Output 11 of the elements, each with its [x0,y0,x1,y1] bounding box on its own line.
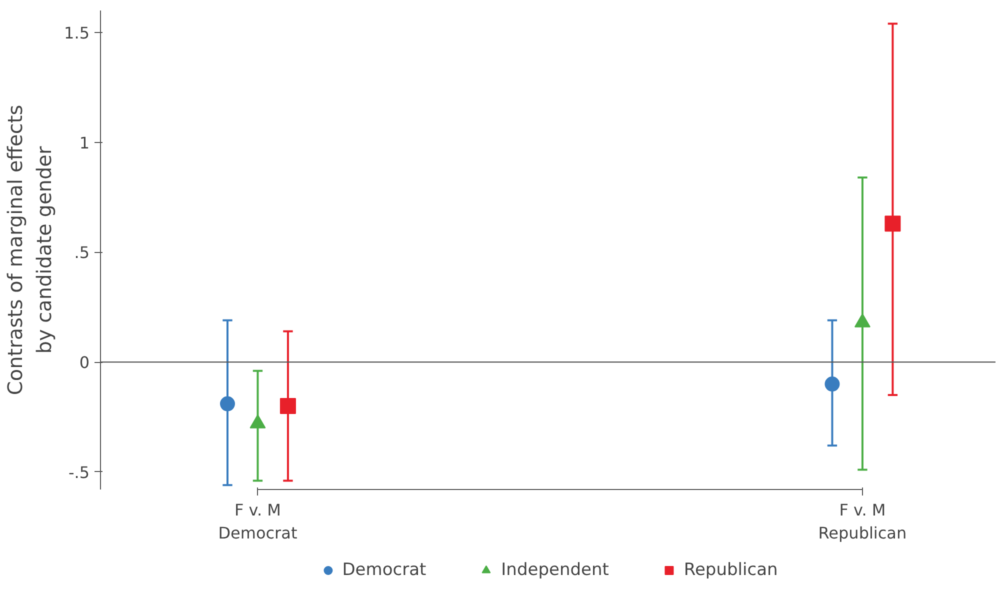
y-tick-label: -.5 [68,462,90,482]
y-axis-title: Contrasts of marginal effects by candidate gender [3,104,56,396]
legend-label: Republican [684,560,778,580]
y-tick-label: 0 [79,353,90,372]
legend-label: Independent [501,560,609,580]
x-tick-label: F v. M Republican [818,500,907,542]
y-tick-label: 1 [79,133,90,152]
x-tick-label: F v. M Democrat [218,500,298,542]
y-tick-label: .5 [74,243,90,262]
legend-label: Democrat [342,560,426,580]
y-tick-label: 1.5 [64,23,90,42]
